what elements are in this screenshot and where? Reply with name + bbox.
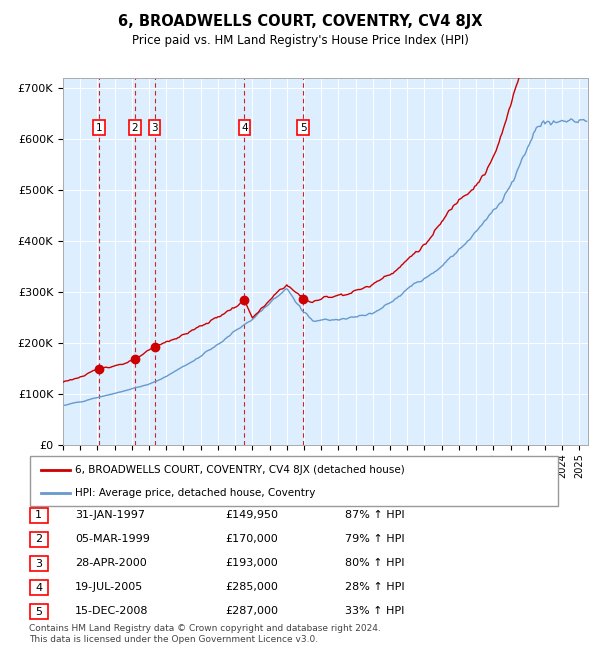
Text: 28-APR-2000: 28-APR-2000: [75, 558, 147, 568]
Text: 19-JUL-2005: 19-JUL-2005: [75, 582, 143, 592]
Text: Price paid vs. HM Land Registry's House Price Index (HPI): Price paid vs. HM Land Registry's House …: [131, 34, 469, 47]
Text: 3: 3: [35, 558, 42, 569]
Text: 1: 1: [35, 510, 42, 521]
Text: 5: 5: [300, 123, 307, 133]
Text: £285,000: £285,000: [225, 582, 278, 592]
Text: 87% ↑ HPI: 87% ↑ HPI: [345, 510, 404, 520]
FancyBboxPatch shape: [30, 508, 47, 523]
Text: 80% ↑ HPI: 80% ↑ HPI: [345, 558, 404, 568]
Text: £287,000: £287,000: [225, 606, 278, 616]
Text: 3: 3: [151, 123, 158, 133]
Text: 6, BROADWELLS COURT, COVENTRY, CV4 8JX: 6, BROADWELLS COURT, COVENTRY, CV4 8JX: [118, 14, 482, 29]
Text: 31-JAN-1997: 31-JAN-1997: [75, 510, 145, 520]
FancyBboxPatch shape: [30, 580, 47, 595]
FancyBboxPatch shape: [30, 456, 558, 506]
Text: 4: 4: [241, 123, 248, 133]
Text: 5: 5: [35, 606, 42, 617]
Text: 33% ↑ HPI: 33% ↑ HPI: [345, 606, 404, 616]
Text: 05-MAR-1999: 05-MAR-1999: [75, 534, 150, 544]
Text: 4: 4: [35, 582, 42, 593]
Text: £193,000: £193,000: [225, 558, 278, 568]
Text: 2: 2: [35, 534, 42, 545]
Text: £170,000: £170,000: [225, 534, 278, 544]
Text: 1: 1: [95, 123, 102, 133]
Text: 15-DEC-2008: 15-DEC-2008: [75, 606, 149, 616]
Text: HPI: Average price, detached house, Coventry: HPI: Average price, detached house, Cove…: [75, 488, 315, 499]
FancyBboxPatch shape: [30, 532, 47, 547]
FancyBboxPatch shape: [30, 604, 47, 619]
FancyBboxPatch shape: [30, 556, 47, 571]
Text: 2: 2: [131, 123, 138, 133]
Text: Contains HM Land Registry data © Crown copyright and database right 2024.
This d: Contains HM Land Registry data © Crown c…: [29, 624, 380, 644]
Text: 79% ↑ HPI: 79% ↑ HPI: [345, 534, 404, 544]
Text: £149,950: £149,950: [225, 510, 278, 520]
Text: 28% ↑ HPI: 28% ↑ HPI: [345, 582, 404, 592]
Text: 6, BROADWELLS COURT, COVENTRY, CV4 8JX (detached house): 6, BROADWELLS COURT, COVENTRY, CV4 8JX (…: [75, 465, 404, 475]
